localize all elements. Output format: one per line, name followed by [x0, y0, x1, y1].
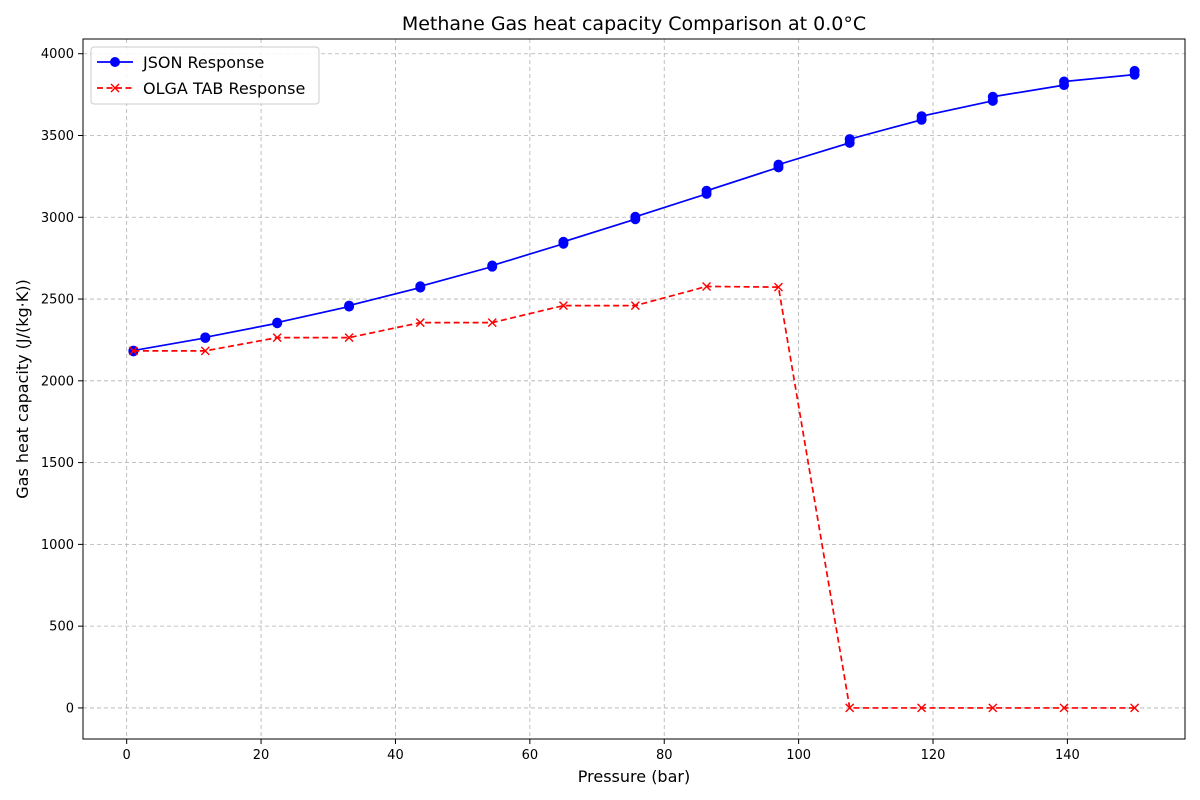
data-point: [916, 111, 927, 122]
y-axis-label: Gas heat capacity (J/(kg·K)): [13, 279, 32, 498]
data-point: [1130, 703, 1140, 713]
x-tick-label: 60: [522, 748, 539, 763]
ticks: 0 20 40 60 80 100 120 140 0 500 1000 1500 2000 2500 30…: [41, 47, 1080, 763]
data-point: [558, 301, 568, 311]
data-point: [1059, 76, 1070, 87]
x-tick-label: 120: [921, 748, 946, 763]
legend-label: OLGA TAB Response: [143, 79, 305, 98]
data-point: [630, 301, 640, 311]
data-point: [487, 260, 498, 271]
y-tick-label: 0: [66, 701, 74, 716]
plot-frame: [82, 38, 1186, 740]
legend-box: [90, 46, 320, 105]
data-point: [987, 91, 998, 102]
legend: JSON Response OLGA TAB Response: [90, 46, 320, 105]
data-point: [344, 300, 355, 311]
data-point: [773, 159, 784, 170]
data-point: [272, 317, 283, 328]
data-point: [917, 703, 927, 713]
legend-label: JSON Response: [142, 53, 264, 72]
data-point: [701, 185, 712, 196]
y-tick-label: 3000: [41, 211, 74, 226]
y-tick-label: 4000: [41, 47, 74, 62]
data-point: [1129, 65, 1140, 76]
data-point: [344, 333, 354, 343]
data-point: [272, 333, 282, 343]
x-tick-label: 140: [1055, 748, 1080, 763]
y-tick-label: 2500: [41, 293, 74, 308]
data-point: [487, 318, 497, 328]
data-point: [415, 281, 426, 292]
legend-item: JSON Response: [97, 53, 264, 72]
data-point: [630, 211, 641, 222]
x-axis-label: Pressure (bar): [578, 767, 690, 786]
data-point: [128, 346, 138, 356]
y-tick-label: 3500: [41, 129, 74, 144]
x-tick-label: 40: [387, 748, 404, 763]
data-point: [200, 346, 210, 356]
x-tick-label: 80: [656, 748, 673, 763]
data-point: [988, 703, 998, 713]
chart-title: Methane Gas heat capacity Comparison at …: [402, 13, 866, 35]
data-point: [702, 281, 712, 291]
data-point: [200, 332, 211, 343]
y-tick-label: 1000: [41, 538, 74, 553]
grid: [83, 39, 1185, 739]
data-point: [844, 134, 855, 145]
y-tick-label: 2000: [41, 374, 74, 389]
data-point: [1059, 703, 1069, 713]
data-point: [845, 703, 855, 713]
data-point: [415, 318, 425, 328]
legend-marker: [110, 57, 120, 67]
series-layer: [128, 65, 1140, 713]
x-tick-label: 100: [786, 748, 811, 763]
legend-marker: [110, 83, 120, 93]
y-tick-label: 1500: [41, 456, 74, 471]
x-tick-label: 0: [123, 748, 131, 763]
data-point: [773, 282, 783, 292]
x-tick-label: 20: [253, 748, 270, 763]
legend-item: OLGA TAB Response: [97, 79, 305, 98]
data-point: [558, 236, 569, 247]
y-tick-label: 500: [49, 620, 74, 635]
series-olga-tab-response: [128, 281, 1140, 713]
